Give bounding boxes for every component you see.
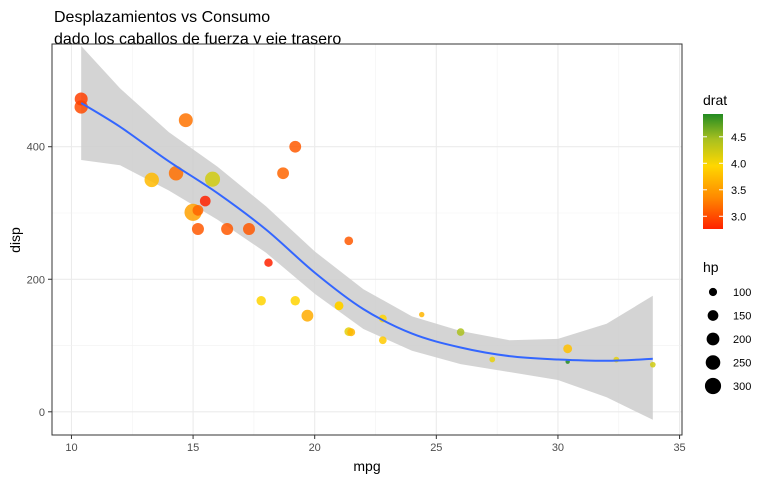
- plot-border: [51, 43, 683, 436]
- size-legend-key: [708, 287, 718, 297]
- data-point: [489, 356, 496, 363]
- color-legend-label: 3.0: [731, 211, 746, 223]
- x-tick-label: 10: [65, 442, 77, 454]
- data-point: [205, 171, 221, 187]
- smooth-line-layer: [80, 102, 653, 362]
- data-point: [290, 296, 300, 306]
- y-tick-label: 0: [39, 407, 45, 419]
- smooth-confidence-band: [81, 46, 653, 420]
- x-tick-label: 20: [309, 442, 321, 454]
- data-point: [289, 140, 302, 153]
- size-legend-key: [704, 377, 722, 395]
- data-point: [334, 301, 344, 311]
- x-tick-label: 30: [552, 442, 564, 454]
- color-legend-title: drat: [703, 92, 727, 108]
- size-legend-items: 100 150 200 250 300: [704, 287, 751, 395]
- x-tick-label: 15: [187, 442, 199, 454]
- x-tick-label: 25: [430, 442, 442, 454]
- color-legend-ticks: 3.0 3.5 4.0 4.5: [703, 132, 746, 223]
- data-point: [168, 166, 184, 181]
- size-legend-key: [706, 332, 720, 346]
- data-point: [191, 223, 204, 236]
- color-legend: drat 3.0 3.5 4.0 4.5: [703, 92, 746, 229]
- color-legend-label: 3.5: [731, 185, 746, 197]
- data-point: [192, 204, 204, 216]
- data-point: [456, 328, 465, 336]
- data-point: [277, 167, 289, 180]
- points-layer: [74, 92, 656, 368]
- data-point: [347, 328, 356, 337]
- data-point: [378, 336, 387, 345]
- size-legend-label: 300: [733, 381, 751, 393]
- chart-title: Desplazamientos vs Consumo: [54, 9, 270, 26]
- color-legend-label: 4.0: [731, 158, 746, 170]
- size-legend-title: hp: [703, 259, 719, 275]
- data-point: [256, 296, 266, 306]
- data-point: [243, 223, 256, 236]
- data-point: [178, 113, 193, 128]
- data-point: [301, 309, 314, 322]
- size-legend-key: [705, 355, 721, 370]
- size-legend-label: 250: [733, 358, 751, 370]
- size-legend-label: 150: [733, 311, 751, 323]
- size-legend-key: [707, 310, 719, 321]
- x-axis: 10 15 20 25 30 35: [65, 435, 686, 454]
- y-axis-title: disp: [7, 227, 23, 253]
- smooth-band-layer: [81, 46, 653, 420]
- data-point: [563, 344, 573, 354]
- y-tick-label: 200: [27, 274, 45, 286]
- x-tick-label: 35: [673, 442, 685, 454]
- smooth-line: [80, 102, 653, 362]
- data-point: [264, 258, 273, 267]
- size-legend: hp 100 150 200 250 300: [703, 259, 751, 395]
- data-point: [74, 92, 88, 106]
- data-point: [144, 172, 159, 188]
- size-legend-label: 100: [733, 287, 751, 299]
- data-point: [344, 236, 354, 246]
- color-legend-label: 4.5: [731, 132, 746, 144]
- y-axis: 0 200 400: [27, 142, 52, 419]
- data-point: [221, 223, 234, 236]
- data-point: [419, 311, 425, 318]
- size-legend-label: 200: [733, 334, 751, 346]
- data-point: [649, 361, 656, 368]
- data-point: [199, 195, 211, 207]
- y-tick-label: 400: [27, 142, 45, 154]
- color-legend-bar: [703, 114, 723, 229]
- x-axis-title: mpg: [353, 458, 380, 474]
